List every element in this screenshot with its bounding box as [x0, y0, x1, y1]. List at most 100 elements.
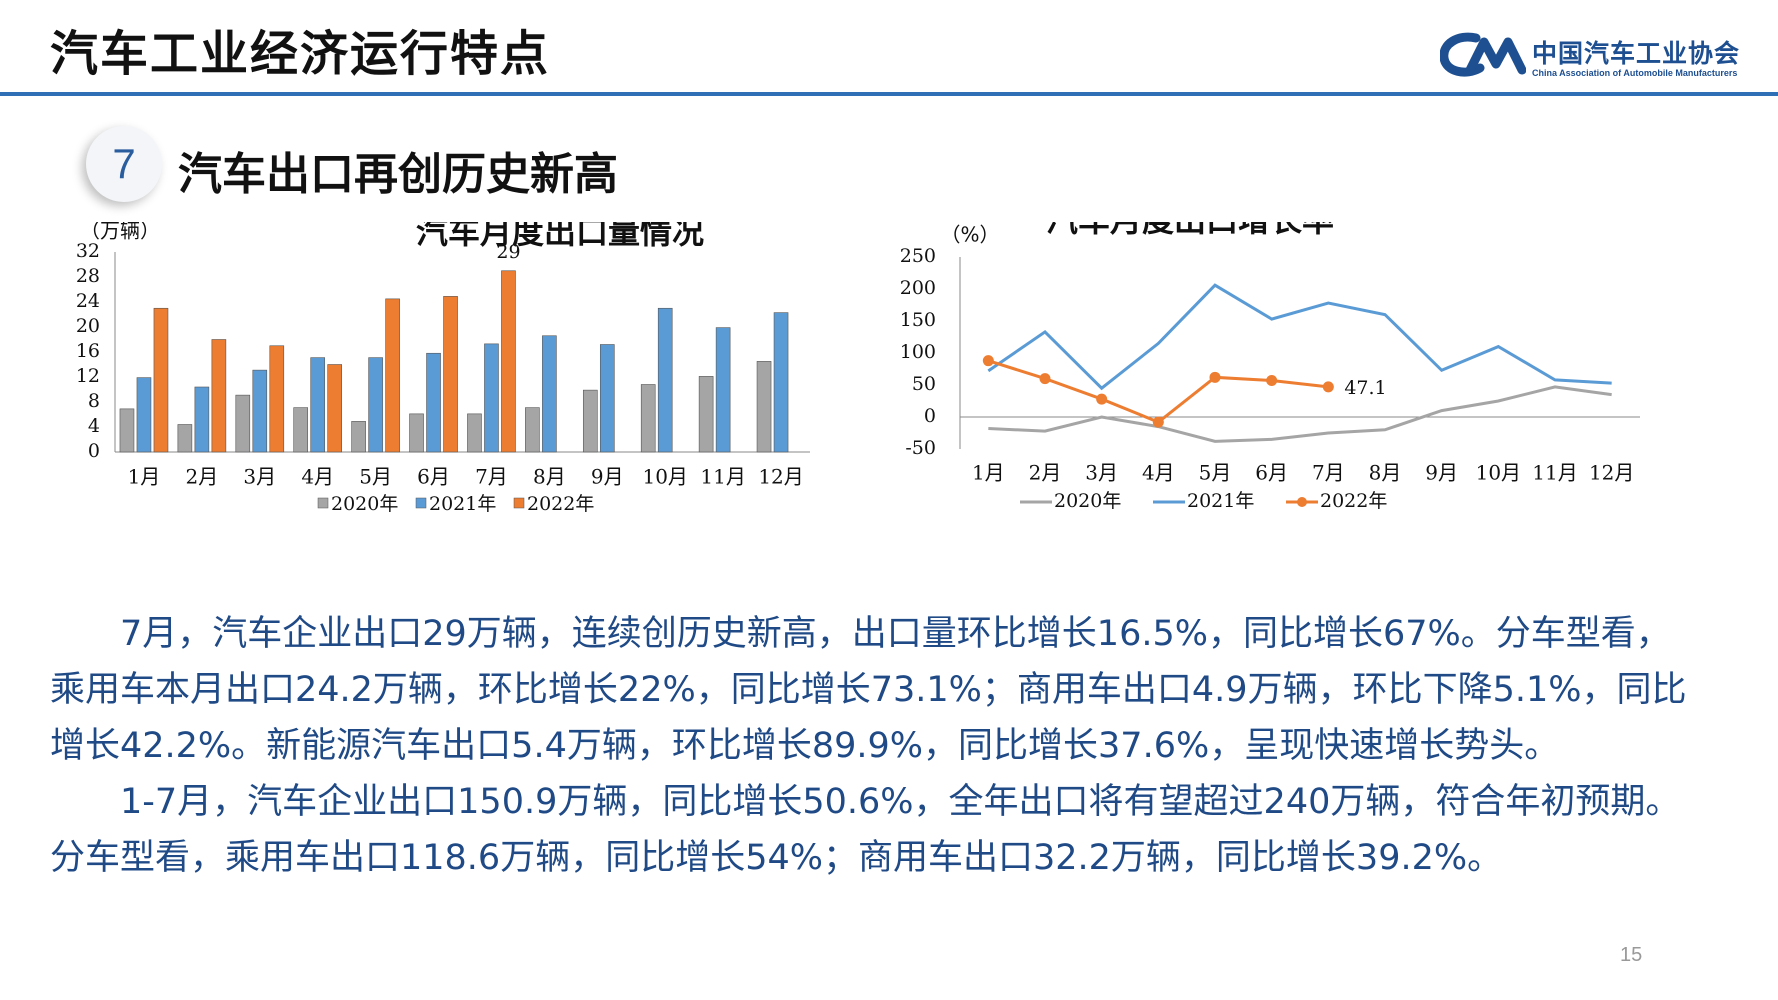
bar-2021年-7月 — [484, 343, 499, 453]
point-2022年-2月 — [1039, 373, 1051, 385]
bar-2020年-7月 — [467, 413, 482, 453]
bar-2021年-11月 — [715, 327, 731, 453]
summary-paragraph-july: 7月，汽车企业出口29万辆，连续创历史新高，出口量环比增长16.5%，同比增长6… — [50, 614, 1687, 766]
legend-label: 2021年 — [1187, 490, 1254, 512]
y-tick-label: 24 — [76, 290, 100, 312]
x-tick-label: 1月 — [972, 461, 1005, 485]
x-tick-label: 8月 — [533, 465, 566, 489]
legend-label: 2021年 — [429, 493, 496, 515]
bar-2020年-2月 — [177, 424, 193, 453]
monthly-export-volume-chart: 汽车月度出口量情况 （万辆） 0 4 8 12 16 20 24 28 32 1月 2月 3月 4月 5月 6月… — [60, 213, 870, 592]
y-tick-label: 50 — [912, 373, 936, 395]
bar-2020年-11月 — [698, 376, 714, 453]
y-tick-label: 4 — [88, 415, 100, 437]
y-tick-label: 12 — [76, 365, 100, 387]
y-tick-label: 28 — [76, 265, 100, 287]
point-2022年-3月 — [1096, 393, 1108, 405]
bar-2021年-8月 — [542, 335, 557, 453]
summary-text: 7月，汽车企业出口29万辆，连续创历史新高，出口量环比增长16.5%，同比增长6… — [50, 606, 1700, 886]
line-chart-svg: 汽车月度出口增长率 （%） -50 0 50 100 150 200 250 1月 2月 3月 4月 5月… — [900, 201, 1640, 512]
y-tick-label: 16 — [76, 340, 100, 362]
x-tick-label: 5月 — [1199, 461, 1232, 485]
bar-2020年-4月 — [293, 407, 309, 453]
bar-2022年-2月 — [211, 339, 227, 453]
logo-english-name: China Association of Automobile Manufact… — [1532, 68, 1738, 78]
bar-2021年-9月 — [599, 344, 615, 453]
x-tick-label: 9月 — [1425, 461, 1458, 485]
x-tick-label: 4月 — [301, 465, 334, 489]
x-tick-label: 12月 — [758, 465, 803, 489]
bar-2021年-5月 — [368, 357, 383, 453]
series-line-2022年 — [987, 359, 1329, 424]
legend-swatch-2020年 — [317, 497, 329, 509]
bar-2020年-8月 — [525, 407, 540, 453]
bar-2020年-12月 — [756, 361, 772, 453]
bar-2022年-5月 — [385, 298, 400, 453]
bar-chart-svg: 汽车月度出口量情况 （万辆） 0 4 8 12 16 20 24 28 32 1月 2月 3月 4月 5月 6月… — [76, 213, 810, 515]
logo-chinese-name: 中国汽车工业协会 — [1532, 39, 1741, 68]
x-tick-label: 3月 — [243, 465, 276, 489]
series-line-2020年 — [988, 385, 1612, 443]
bar-2020年-9月 — [582, 389, 598, 453]
caam-logo-icon — [1440, 32, 1526, 77]
y-tick-label: 200 — [900, 277, 936, 299]
bar-2020年-3月 — [235, 394, 251, 453]
x-tick-label: 2月 — [1029, 461, 1062, 485]
page-number: 15 — [1620, 944, 1643, 966]
y-tick-label: 32 — [76, 240, 100, 262]
chart-title: 汽车月度出口量情况 — [416, 222, 704, 251]
bar-2021年-2月 — [194, 386, 210, 453]
slide-header: 汽车工业经济运行特点 中国汽车工业协会 China Association of… — [0, 0, 1778, 98]
legend-marker-2022年 — [1297, 497, 1307, 507]
legend-label: 2020年 — [331, 493, 398, 515]
x-tick-label: 2月 — [186, 465, 219, 489]
bar-2020年-5月 — [351, 421, 366, 453]
y-tick-label: 20 — [76, 315, 100, 337]
legend-label: 2020年 — [1054, 490, 1121, 512]
x-tick-label: 1月 — [128, 465, 161, 489]
legend-swatch-2022年 — [513, 497, 525, 509]
x-tick-label: 11月 — [700, 465, 745, 489]
y-tick-label: 0 — [88, 440, 100, 462]
bar-2022年-6月 — [443, 296, 458, 453]
summary-paragraph-ytd: 1-7月，汽车企业出口150.9万辆，同比增长50.6%，全年出口将有望超过24… — [50, 782, 1681, 878]
x-tick-label: 5月 — [359, 465, 392, 489]
header-divider — [0, 92, 1778, 96]
bar-2020年-10月 — [640, 384, 656, 453]
monthly-export-growth-chart: 汽车月度出口增长率 （%） -50 0 50 100 150 200 250 1月 2月 3月 4月 5月… — [890, 201, 1750, 592]
x-tick-label: 8月 — [1369, 461, 1402, 485]
section-number: 7 — [112, 140, 136, 187]
bar-2022年-3月 — [269, 345, 285, 453]
section-number-badge: 7 — [86, 126, 162, 202]
point-2022年-7月 — [1322, 381, 1334, 393]
section-title: 汽车出口再创历史新高 — [178, 149, 618, 200]
bar-2020年-6月 — [409, 413, 424, 453]
legend-label: 2022年 — [1320, 490, 1387, 512]
y-tick-label: 250 — [900, 245, 936, 267]
point-2022年-5月 — [1209, 371, 1221, 383]
point-2022年-4月 — [1152, 416, 1164, 428]
y-tick-label: 8 — [88, 390, 100, 412]
x-tick-label: 4月 — [1142, 461, 1175, 485]
bar-2021年-12月 — [773, 312, 789, 453]
legend-swatch-2021年 — [415, 497, 427, 509]
chart-title: 汽车月度出口增长率 — [1046, 222, 1334, 239]
caam-logo: 中国汽车工业协会 China Association of Automobile… — [1440, 30, 1770, 85]
y-tick-label: 100 — [900, 341, 936, 363]
y-axis-unit-label: （%） — [940, 223, 999, 247]
bar-2022年-7月 — [501, 270, 516, 453]
series-line-2021年 — [987, 283, 1612, 391]
bar-2021年-6月 — [426, 352, 441, 453]
x-tick-label: 10月 — [642, 465, 687, 489]
x-tick-label: 6月 — [1255, 461, 1288, 485]
x-tick-label: 6月 — [417, 465, 450, 489]
y-axis-unit-label: （万辆） — [80, 222, 160, 243]
x-tick-label: 7月 — [475, 465, 508, 489]
x-tick-label: 10月 — [1476, 461, 1521, 485]
point-2022年-6月 — [1266, 375, 1278, 387]
data-label: 29 — [496, 241, 520, 263]
bar-2021年-10月 — [657, 307, 673, 453]
y-tick-label: 0 — [924, 405, 936, 427]
bar-2022年-4月 — [327, 364, 343, 453]
bar-2021年-3月 — [252, 369, 268, 453]
